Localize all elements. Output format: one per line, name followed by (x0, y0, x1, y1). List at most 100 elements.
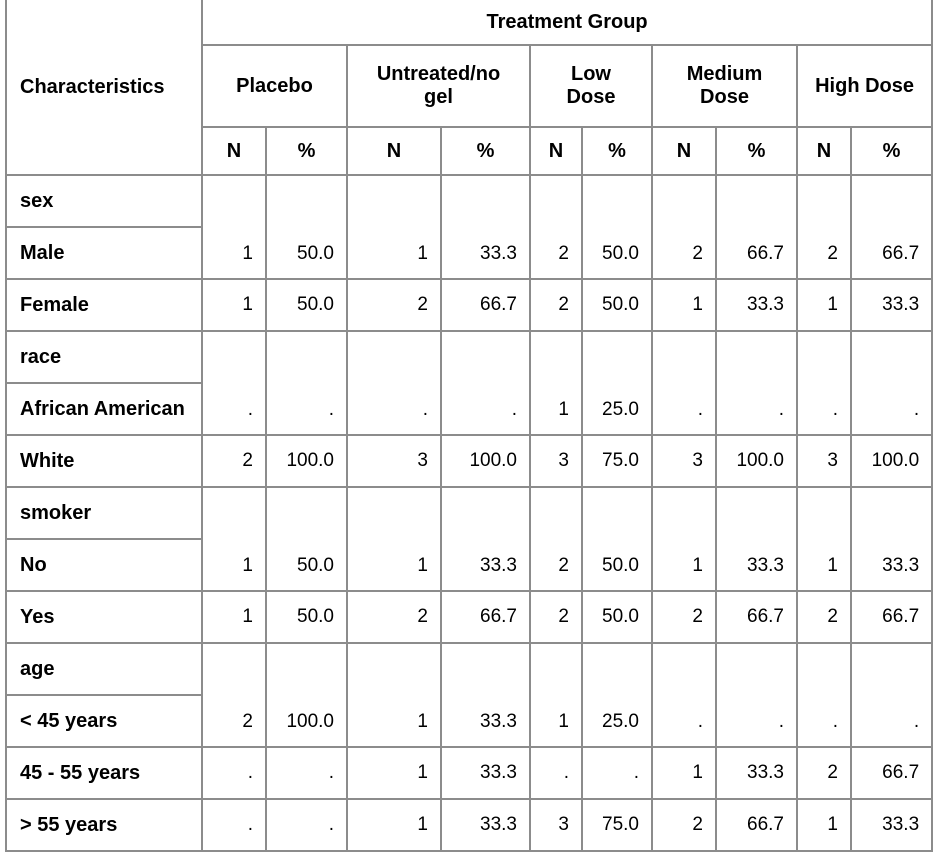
value-cell: 2 (529, 174, 583, 280)
value-cell: 33.3 (849, 278, 934, 332)
value-cell: 33.3 (715, 486, 798, 592)
row-label: < 45 years (5, 694, 203, 748)
subheader-n-untreated: N (346, 126, 442, 176)
row-label: African American (5, 382, 203, 436)
value-cell: 66.7 (849, 590, 934, 644)
value-cell: 33.3 (849, 486, 934, 592)
value-cell: 1 (796, 486, 852, 592)
value-cell: 50.0 (581, 486, 653, 592)
value-cell: . (715, 330, 798, 436)
value-cell: 50.0 (581, 174, 653, 280)
row-label: Male (5, 226, 203, 280)
value-cell: 50.0 (265, 486, 348, 592)
value-cell: . (796, 642, 852, 748)
group-header-line: Dose (700, 86, 749, 108)
value-cell: . (651, 642, 717, 748)
value-cell: 33.3 (440, 486, 531, 592)
group-header-untreated: Untreated/no gel (346, 44, 531, 128)
value-cell: 66.7 (849, 174, 934, 280)
section-row-smoker: smoker 1 50.0 1 33.3 2 50.0 1 33.3 1 33.3 (5, 486, 934, 592)
value-cell: . (265, 798, 348, 852)
value-cell: . (265, 330, 348, 436)
value-cell: 33.3 (849, 798, 934, 852)
group-header-line: High Dose (815, 74, 915, 97)
value-cell: 66.7 (440, 590, 531, 644)
value-cell: 33.3 (440, 174, 531, 280)
subheader-pct-high-dose: % (849, 126, 934, 176)
group-header-line: Placebo (236, 74, 313, 97)
value-cell: 2 (529, 278, 583, 332)
subheader-n-placebo: N (201, 126, 267, 176)
subheader-pct-placebo: % (265, 126, 348, 176)
value-cell: 25.0 (581, 330, 653, 436)
group-header-line: gel (424, 86, 453, 108)
value-cell: 50.0 (265, 590, 348, 644)
item-row: White 2 100.0 3 100.0 3 75.0 3 100.0 3 100.0 (5, 434, 934, 488)
value-cell: 100.0 (265, 434, 348, 488)
value-cell: 2 (651, 798, 717, 852)
section-row-race: race.... 1 25.0.... (5, 330, 934, 436)
subheader-pct-medium-dose: % (715, 126, 798, 176)
value-cell: 100.0 (440, 434, 531, 488)
value-cell: 3 (346, 434, 442, 488)
subheader-pct-low-dose: % (581, 126, 653, 176)
value-cell: 1 (796, 798, 852, 852)
value-cell: 75.0 (581, 798, 653, 852)
value-cell: 2 (346, 590, 442, 644)
subheader-n-high-dose: N (796, 126, 852, 176)
row-label: White (5, 434, 203, 488)
section-label: race (5, 330, 203, 384)
value-cell: 50.0 (581, 590, 653, 644)
section-label: age (5, 642, 203, 696)
value-cell: 50.0 (265, 278, 348, 332)
value-cell: 2 (201, 642, 267, 748)
value-cell: 66.7 (715, 798, 798, 852)
value-cell: 1 (346, 798, 442, 852)
value-cell: 2 (796, 590, 852, 644)
group-header-medium-dose: Medium Dose (651, 44, 798, 128)
value-cell: . (581, 746, 653, 800)
subheader-n-medium-dose: N (651, 126, 717, 176)
row-label: > 55 years (5, 798, 203, 852)
value-cell: . (265, 746, 348, 800)
section-label: smoker (5, 486, 203, 540)
row-label: 45 - 55 years (5, 746, 203, 800)
group-header-high-dose: High Dose (795, 44, 934, 128)
value-cell: 2 (529, 590, 583, 644)
item-row: Male (5, 226, 932, 280)
item-row: Female 1 50.0 2 66.7 2 50.0 1 33.3 1 33.3 (5, 278, 934, 332)
value-cell: . (201, 746, 267, 800)
value-cell: 33.3 (715, 746, 798, 800)
group-header-line: Untreated/no (376, 63, 501, 85)
value-cell: 2 (346, 278, 442, 332)
value-cell: 1 (529, 642, 583, 748)
value-cell: 2 (529, 486, 583, 592)
value-cell: 1 (651, 746, 717, 800)
value-cell: 66.7 (440, 278, 531, 332)
row-label: Female (5, 278, 203, 332)
value-cell: 66.7 (715, 174, 798, 280)
value-cell: 2 (651, 590, 717, 644)
subheader-n-low-dose: N (529, 126, 583, 176)
item-row: African American (5, 382, 932, 436)
value-cell: 100.0 (849, 434, 934, 488)
value-cell: 1 (796, 278, 852, 332)
characteristics-header: Characteristics (5, 0, 203, 176)
value-cell: 1 (651, 486, 717, 592)
value-cell: . (849, 642, 934, 748)
value-cell: 33.3 (715, 278, 798, 332)
value-cell: 3 (651, 434, 717, 488)
value-cell: 1 (346, 746, 442, 800)
value-cell: 1 (346, 486, 442, 592)
item-row: No (5, 538, 932, 592)
subheader-row: N% N% N% N% N% (6, 126, 934, 176)
value-cell: 33.3 (440, 642, 531, 748)
value-cell: . (201, 798, 267, 852)
section-row-age: age 2 100.0 1 33.3 1 25.0.... (5, 642, 934, 748)
value-cell: 33.3 (440, 746, 531, 800)
value-cell: . (715, 642, 798, 748)
group-header-line: Dose (566, 86, 616, 108)
subheader-pct-untreated: % (440, 126, 531, 176)
value-cell: 66.7 (715, 590, 798, 644)
table-body: sex 1 50.0 1 33.3 2 50.0 2 66.7 2 66.7 Male Female 1 5… (5, 174, 934, 852)
